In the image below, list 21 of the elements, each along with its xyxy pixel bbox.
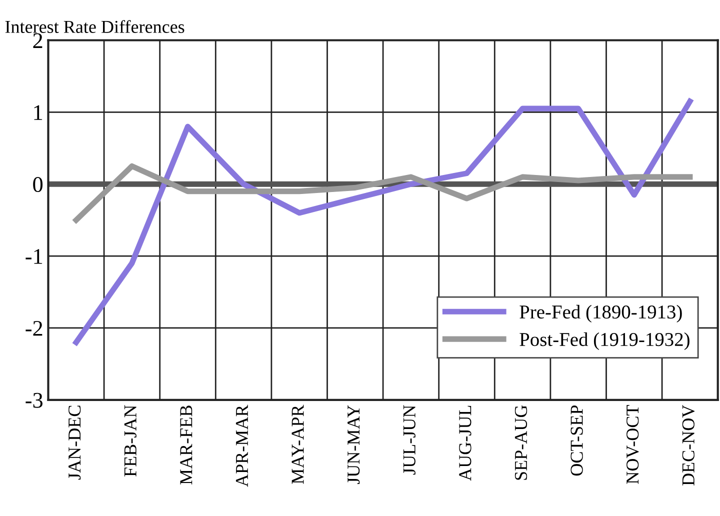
x-tick-label: NOV-OCT — [626, 405, 639, 484]
y-tick-label: 0 — [33, 177, 43, 192]
x-tick-label: OCT-SEP — [570, 405, 583, 476]
legend-label: Pre-Fed (1890-1913) — [520, 304, 682, 323]
x-tick-label: DEC-NOV — [682, 404, 695, 486]
y-tick-label: -1 — [26, 249, 42, 264]
x-tick-label: JUL-JUN — [403, 405, 416, 475]
x-tick-label: JAN-DEC — [68, 406, 81, 480]
x-tick-label: MAR-FEB — [180, 406, 192, 485]
y-tick-label: 1 — [34, 105, 42, 120]
x-tick-label: APR-MAR — [236, 404, 248, 487]
y-axis-title: Interest Rate Differences — [5, 20, 184, 33]
x-tick-label: FEB-JAN — [124, 405, 136, 476]
x-tick-label: JUN-MAY — [348, 405, 360, 484]
x-tick-label: MAY-APR — [292, 404, 304, 484]
x-tick-label: SEP-AUG — [514, 405, 528, 480]
y-tick-label: -3 — [26, 392, 43, 408]
x-tick-label: AUG-JUL — [459, 406, 472, 481]
legend-label: Post-Fed (1919-1932) — [520, 332, 690, 350]
y-tick-label: -2 — [26, 320, 42, 336]
y-tick-label: 2 — [33, 33, 42, 48]
